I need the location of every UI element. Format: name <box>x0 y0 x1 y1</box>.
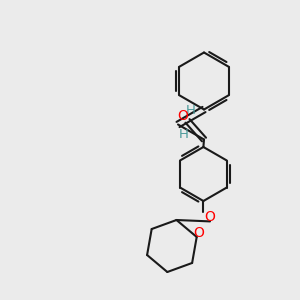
Text: H: H <box>178 128 188 142</box>
Text: H: H <box>186 104 195 118</box>
Text: O: O <box>205 210 215 224</box>
Text: O: O <box>193 226 204 240</box>
Text: O: O <box>178 109 188 122</box>
